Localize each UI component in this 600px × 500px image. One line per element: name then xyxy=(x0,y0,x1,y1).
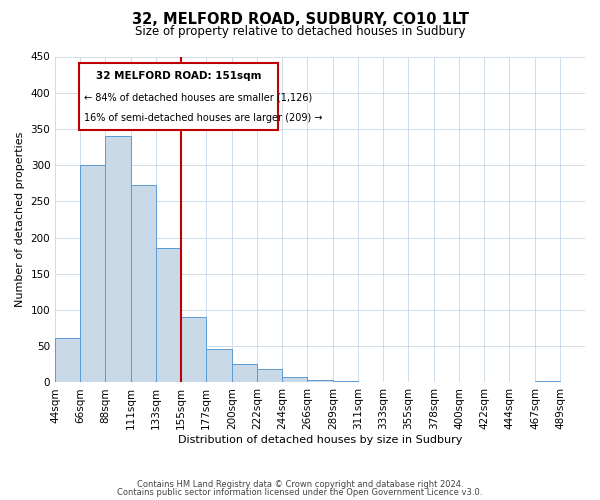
Text: Size of property relative to detached houses in Sudbury: Size of property relative to detached ho… xyxy=(135,25,465,38)
X-axis label: Distribution of detached houses by size in Sudbury: Distribution of detached houses by size … xyxy=(178,435,462,445)
Text: 32 MELFORD ROAD: 151sqm: 32 MELFORD ROAD: 151sqm xyxy=(95,72,261,82)
Bar xyxy=(105,136,131,382)
Text: ← 84% of detached houses are smaller (1,126): ← 84% of detached houses are smaller (1,… xyxy=(85,93,313,103)
Bar xyxy=(181,318,206,382)
Text: 32, MELFORD ROAD, SUDBURY, CO10 1LT: 32, MELFORD ROAD, SUDBURY, CO10 1LT xyxy=(131,12,469,28)
Bar xyxy=(257,370,282,382)
Text: Contains public sector information licensed under the Open Government Licence v3: Contains public sector information licen… xyxy=(118,488,482,497)
Bar xyxy=(535,381,560,382)
Bar xyxy=(55,338,80,382)
Bar xyxy=(80,165,105,382)
Bar xyxy=(282,376,307,382)
FancyBboxPatch shape xyxy=(79,63,278,130)
Bar xyxy=(131,186,156,382)
Text: Contains HM Land Registry data © Crown copyright and database right 2024.: Contains HM Land Registry data © Crown c… xyxy=(137,480,463,489)
Text: 16% of semi-detached houses are larger (209) →: 16% of semi-detached houses are larger (… xyxy=(85,113,323,123)
Bar xyxy=(333,381,358,382)
Y-axis label: Number of detached properties: Number of detached properties xyxy=(15,132,25,307)
Bar xyxy=(232,364,257,382)
Bar xyxy=(307,380,333,382)
Bar xyxy=(206,349,232,382)
Bar xyxy=(156,248,181,382)
